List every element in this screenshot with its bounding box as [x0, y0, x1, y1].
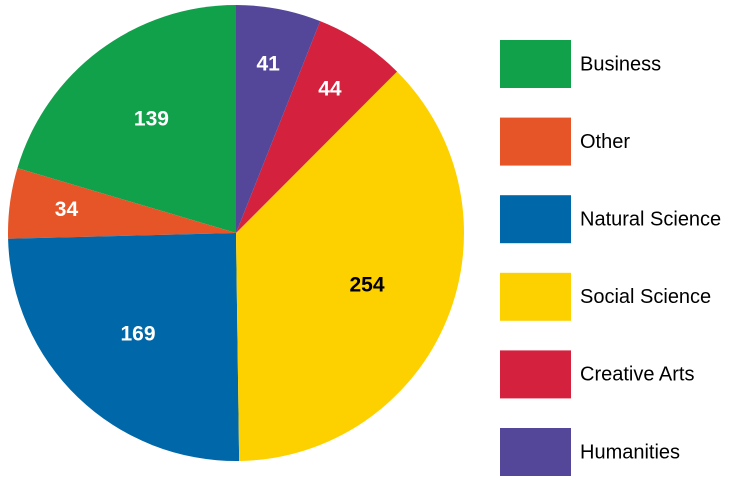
legend-swatch	[500, 272, 571, 321]
legend-label: Business	[580, 53, 661, 75]
value-label: 44	[318, 78, 342, 101]
legend-swatch	[500, 40, 571, 88]
legend-swatch	[500, 428, 571, 476]
value-label: 41	[256, 53, 280, 76]
legend-swatch	[500, 195, 571, 244]
legend-label: Other	[580, 131, 630, 153]
pie-slice	[236, 21, 398, 233]
value-label: 169	[120, 322, 155, 345]
pie-slice	[17, 5, 237, 233]
value-label: 34	[55, 198, 79, 221]
legend-swatch	[500, 350, 571, 399]
pie-slice	[7, 168, 236, 239]
legend-swatch	[500, 117, 571, 166]
pie-slice	[236, 71, 464, 461]
legend-label: Natural Science	[580, 208, 721, 230]
pie-slice	[8, 233, 240, 461]
legend-label: Humanities	[580, 441, 680, 463]
value-label: 139	[134, 107, 169, 130]
legend-label: Creative Arts	[580, 364, 694, 386]
value-label: 254	[349, 274, 384, 297]
legend-label: Social Science	[580, 286, 711, 308]
pie-slice	[236, 5, 321, 233]
